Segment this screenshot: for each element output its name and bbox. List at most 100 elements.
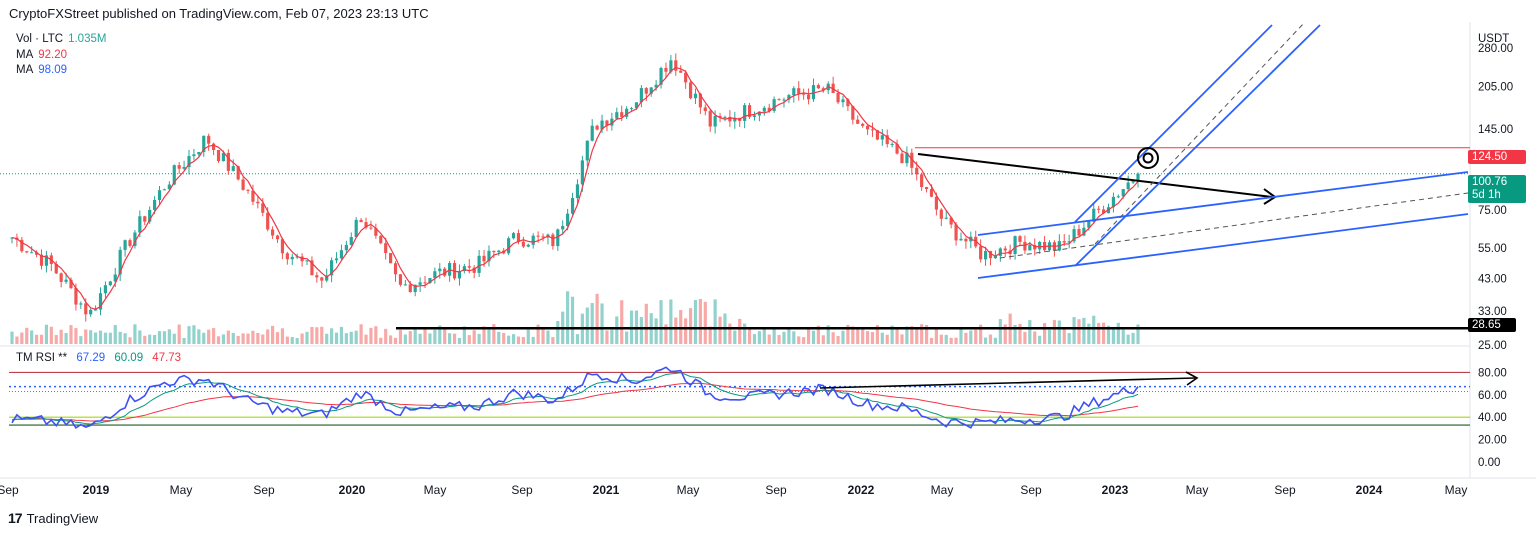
candle-body: [241, 179, 245, 190]
volume-bar: [339, 326, 344, 344]
volume-bar: [698, 298, 702, 344]
candle-body: [600, 120, 604, 130]
time-tick-label: May: [1445, 483, 1468, 497]
candle-body: [570, 198, 575, 214]
candle-body: [939, 209, 943, 219]
candle-body: [103, 285, 108, 294]
candle-body: [1028, 244, 1032, 251]
candle-body: [816, 85, 820, 89]
volume-bar: [69, 325, 73, 344]
volume-bar: [752, 334, 757, 344]
candle-body: [526, 244, 530, 247]
volume-bar: [516, 336, 521, 344]
price-tick-label: 280.00: [1478, 43, 1513, 55]
volume-bar: [103, 332, 108, 344]
candle-body: [698, 93, 702, 108]
rsi-trend-line: [819, 377, 1196, 389]
candle-body: [1003, 248, 1007, 251]
candle-body: [457, 271, 462, 279]
rsi-panel: [9, 366, 1470, 430]
tradingview-footer[interactable]: 17 TradingView: [8, 510, 98, 526]
volume-bar: [826, 325, 830, 344]
volume-bar: [885, 334, 889, 344]
candle-body: [334, 258, 339, 261]
volume-bar: [167, 329, 171, 344]
candle-body: [89, 309, 93, 315]
time-tick-label: Sep: [765, 483, 787, 497]
candle-body: [349, 237, 353, 245]
candle-body: [310, 260, 314, 276]
candle-body: [477, 255, 481, 273]
candle-body: [566, 213, 570, 227]
descending-trend-line: [917, 153, 1273, 198]
volume-bar: [295, 337, 299, 344]
candle-body: [143, 216, 147, 222]
volume-bar: [669, 299, 673, 344]
candle-body: [757, 111, 761, 116]
candle-body: [64, 279, 68, 282]
volume-bar: [979, 324, 983, 344]
candle-body: [979, 246, 983, 260]
volume-bar: [452, 333, 457, 344]
volume-legend-row: Vol · LTC 1.035M: [16, 32, 106, 48]
volume-bar: [290, 337, 294, 344]
candle-body: [497, 250, 501, 253]
candle-body: [610, 118, 614, 126]
candle-body: [713, 116, 717, 127]
volume-bar: [261, 334, 265, 344]
volume-bar: [1087, 323, 1091, 344]
candle-body: [777, 99, 781, 101]
rsi-tick-label: 20.00: [1478, 435, 1507, 447]
candle-body: [84, 303, 88, 315]
volume-bars: [10, 291, 1140, 344]
candle-body: [649, 87, 653, 94]
candle-body: [964, 238, 968, 242]
candle-body: [1126, 182, 1130, 190]
volume-bar: [511, 334, 516, 344]
volume-bar: [846, 324, 850, 344]
candle-body: [212, 143, 216, 150]
volume-bar: [644, 303, 648, 344]
volume-bar: [890, 325, 894, 344]
volume-bar: [403, 334, 407, 344]
volume-bar: [654, 318, 658, 344]
candle-body: [74, 288, 78, 305]
candle-body: [747, 105, 752, 117]
volume-bar: [664, 324, 668, 344]
volume-bar: [590, 303, 594, 344]
rsi-fast-ma-line: [11, 372, 1139, 425]
candle-body: [507, 238, 511, 254]
volume-bar: [821, 335, 825, 344]
candle-body: [915, 167, 919, 175]
candle-body: [339, 250, 344, 259]
rsi-label: TM RSI **: [16, 352, 68, 364]
rsi-value-2: 60.09: [114, 352, 144, 364]
volume-bar: [767, 334, 771, 344]
candle-body: [983, 251, 988, 260]
candle-body: [585, 140, 589, 161]
volume-bar: [688, 308, 693, 344]
candle-body: [384, 243, 388, 254]
candle-body: [266, 212, 270, 230]
time-tick-label: May: [1186, 483, 1209, 497]
volume-bar: [1126, 334, 1130, 344]
candle-body: [1121, 189, 1125, 197]
volume-bar: [330, 328, 334, 344]
volume-bar: [1136, 324, 1140, 344]
volume-bar: [964, 332, 968, 344]
volume-bar: [320, 326, 324, 344]
volume-bar: [59, 329, 63, 344]
candle-body: [251, 190, 255, 202]
candle-body: [998, 248, 1002, 256]
volume-bar: [1077, 319, 1081, 344]
candle-body: [1082, 227, 1086, 236]
volume-bar: [285, 336, 289, 344]
volume-bar: [197, 329, 201, 344]
volume-bar: [477, 333, 481, 344]
candle-body: [320, 277, 324, 281]
candle-body: [846, 99, 850, 107]
channel-mid-line: [999, 192, 1469, 259]
volume-bar: [393, 337, 398, 344]
volume-bar: [148, 334, 152, 344]
